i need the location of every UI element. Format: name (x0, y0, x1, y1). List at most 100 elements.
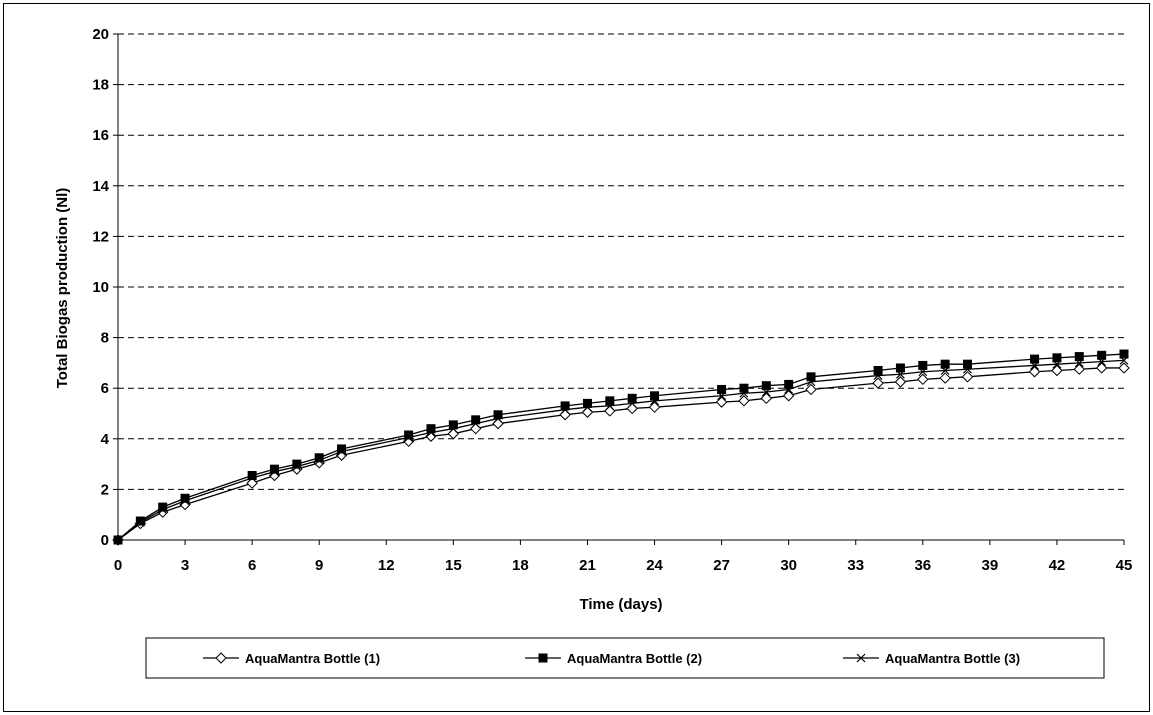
series-3-point-21 (761, 387, 771, 397)
series-2-point-28 (963, 359, 973, 369)
series-3-point-27 (940, 366, 950, 375)
x-tick-label-27: 27 (713, 557, 730, 574)
series-2-point-14 (560, 401, 570, 411)
series-1-point-32 (1095, 362, 1108, 374)
series-1-point-16 (604, 405, 616, 417)
x-tick-labels: 0 3 6 9 12 15 18 21 24 27 30 33 36 39 42 45 (114, 557, 1133, 574)
series-1-point-14 (559, 409, 571, 421)
series-2-point-31 (1074, 352, 1084, 362)
series-2-point-23 (806, 372, 816, 382)
series-1-point-19 (715, 396, 728, 408)
series-2-point-15 (582, 398, 592, 408)
series-3 (113, 355, 1129, 545)
series-2 (113, 349, 1129, 545)
series-1-point-24 (872, 377, 884, 389)
x-tick-label-24: 24 (646, 557, 663, 574)
y-tick-label-20: 20 (92, 26, 109, 43)
y-tick-label-18: 18 (92, 77, 109, 94)
series-2-point-29 (1030, 354, 1040, 364)
series-1-point-26 (917, 373, 929, 386)
legend-label-1: AquaMantra Bottle (1) (245, 651, 380, 666)
series-1-point-15 (581, 406, 594, 418)
series-2-point-9 (404, 430, 414, 440)
series-3-point-12 (471, 419, 481, 429)
x-tick-label-21: 21 (579, 557, 596, 574)
series-3-point-17 (627, 398, 637, 408)
series-3-point-1 (135, 517, 145, 527)
x-tick-label-45: 45 (1116, 557, 1133, 574)
legend-marker-1 (215, 652, 227, 664)
series-3-point-0 (113, 535, 123, 545)
legend-item-2: AquaMantra Bottle (2) (525, 651, 702, 666)
series-2-point-24 (873, 365, 883, 375)
series-2-point-6 (292, 459, 302, 469)
series-3-point-25 (896, 369, 905, 379)
y-tick-label-4: 4 (101, 431, 110, 448)
x-tick-label-36: 36 (914, 557, 931, 574)
y-axis-title: Total Biogas production (Nl) (54, 188, 71, 389)
x-tick-label-12: 12 (378, 557, 395, 574)
series-1-point-18 (648, 401, 661, 413)
series-3-point-28 (963, 364, 972, 374)
y-tick-label-10: 10 (92, 279, 109, 296)
series-1-point-22 (782, 390, 795, 402)
series-1-point-25 (894, 376, 907, 388)
legend-marker-3 (856, 653, 866, 663)
grid-lines (118, 33, 1124, 490)
series-1-point-29 (1028, 366, 1041, 378)
x-tick-label-15: 15 (445, 557, 462, 574)
series-2-point-2 (158, 502, 168, 512)
series-3-point-6 (292, 462, 302, 472)
series-1-point-10 (425, 430, 437, 442)
legend-label-2: AquaMantra Bottle (2) (567, 651, 702, 666)
series-1-point-20 (738, 395, 750, 407)
series-2-point-22 (784, 379, 794, 389)
y-tick-label-16: 16 (92, 127, 109, 144)
series-3-point-2 (158, 505, 168, 515)
series-3-point-9 (404, 433, 414, 442)
series-2-point-20 (739, 383, 749, 393)
series-1 (112, 362, 1130, 546)
legend-item-3: AquaMantra Bottle (3) (843, 651, 1020, 666)
legend-label-3: AquaMantra Bottle (3) (885, 651, 1020, 666)
series-3-point-19 (717, 391, 727, 401)
legend-marker-2 (538, 653, 548, 663)
series-2-point-3 (180, 493, 190, 503)
x-tick-label-0: 0 (114, 557, 122, 574)
series-3-point-7 (314, 455, 324, 465)
series-1-point-21 (760, 392, 773, 405)
x-tick-label-33: 33 (847, 557, 864, 574)
series-3-point-11 (448, 424, 458, 434)
series-3-point-10 (426, 428, 436, 437)
series-3-point-8 (337, 447, 346, 456)
series-2-point-4 (247, 470, 257, 480)
series-1-point-27 (939, 372, 951, 384)
series-2-point-18 (650, 391, 660, 401)
x-tick-label-6: 6 (248, 557, 256, 574)
series-3-point-5 (270, 467, 279, 477)
series-3-point-32 (1097, 357, 1107, 367)
chart-frame (3, 3, 1150, 712)
series-1-point-17 (626, 402, 638, 415)
series-group (112, 349, 1130, 546)
y-tick-label-8: 8 (101, 330, 109, 347)
series-2-point-21 (761, 381, 771, 391)
series-3-point-24 (873, 371, 883, 380)
series-3-point-15 (583, 402, 592, 412)
series-2-point-16 (605, 396, 615, 406)
legend-box (145, 637, 1105, 679)
x-tick-label-42: 42 (1049, 557, 1066, 574)
series-2-point-33 (1119, 349, 1129, 359)
axes (113, 33, 1125, 545)
legend: AquaMantra Bottle (1) AquaMantra Bottle (… (145, 637, 1105, 679)
series-line-3 (117, 359, 1125, 541)
series-3-point-4 (247, 473, 257, 483)
y-tick-label-2: 2 (101, 481, 109, 498)
x-tick-label-18: 18 (512, 557, 529, 574)
series-2-point-1 (135, 516, 145, 526)
y-tick-label-0: 0 (101, 532, 109, 549)
series-1-point-31 (1073, 363, 1085, 375)
x-tick-label-3: 3 (181, 557, 189, 574)
x-axis-title: Time (days) (579, 596, 662, 613)
series-2-point-30 (1052, 353, 1062, 363)
